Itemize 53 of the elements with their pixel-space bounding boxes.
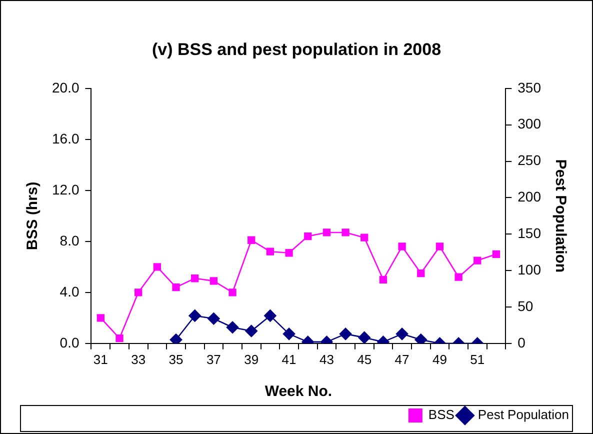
point (248, 236, 256, 244)
x-tick-label: 43 (319, 352, 334, 367)
y-tick-label: 16.0 (52, 130, 80, 146)
x-tick-label: 39 (244, 352, 259, 367)
y-axis-title: BSS (hrs) (24, 182, 42, 250)
point (398, 242, 406, 250)
point (304, 232, 312, 240)
legend-label: BSS (428, 407, 455, 422)
point (360, 234, 368, 242)
x-tick-label: 45 (357, 352, 372, 367)
x-tick-label: 51 (470, 352, 485, 367)
point (172, 283, 180, 292)
point (417, 269, 425, 278)
x-tick-label: 41 (282, 352, 296, 367)
x-axis-title: Week No. (264, 383, 332, 400)
y-tick-label: 8.0 (60, 232, 80, 248)
legend-label: Pest Population (478, 407, 570, 422)
y-tick-label: 20.0 (52, 79, 80, 96)
y2-tick-label: 100 (518, 261, 542, 278)
point (266, 248, 274, 256)
point (454, 273, 462, 281)
y2-tick-label: 0 (518, 334, 526, 350)
x-tick-label: 47 (394, 352, 410, 367)
point (134, 288, 142, 296)
y2-tick-label: 350 (518, 79, 542, 96)
point (228, 288, 236, 296)
y-tick-label: 4.0 (60, 283, 80, 300)
point (96, 314, 104, 322)
x-tick-label: 33 (131, 352, 146, 367)
y2-tick-label: 250 (518, 152, 542, 168)
point (191, 274, 199, 282)
x-tick-label: 49 (432, 352, 447, 367)
point (153, 263, 162, 271)
x-tick-label: 37 (206, 352, 221, 367)
x-tick-label: 35 (168, 352, 184, 367)
point (342, 228, 350, 236)
point (474, 256, 482, 264)
x-tick-label: 31 (93, 352, 108, 367)
point (285, 249, 293, 257)
y-tick-label: 12.0 (52, 181, 80, 198)
y2-tick-label: 50 (518, 298, 534, 314)
point (379, 276, 388, 284)
point (210, 277, 218, 285)
chart-title: (v) BSS and pest population in 2008 (152, 40, 442, 59)
y2-tick-label: 150 (518, 224, 542, 241)
y2-tick-label: 300 (518, 116, 542, 132)
point (492, 250, 500, 258)
point (116, 334, 124, 342)
point (322, 228, 331, 236)
point (436, 242, 444, 250)
y2-axis-title: Pest Population (552, 159, 569, 273)
y-tick-label: 0.0 (60, 334, 80, 350)
y2-tick-label: 200 (518, 188, 542, 205)
